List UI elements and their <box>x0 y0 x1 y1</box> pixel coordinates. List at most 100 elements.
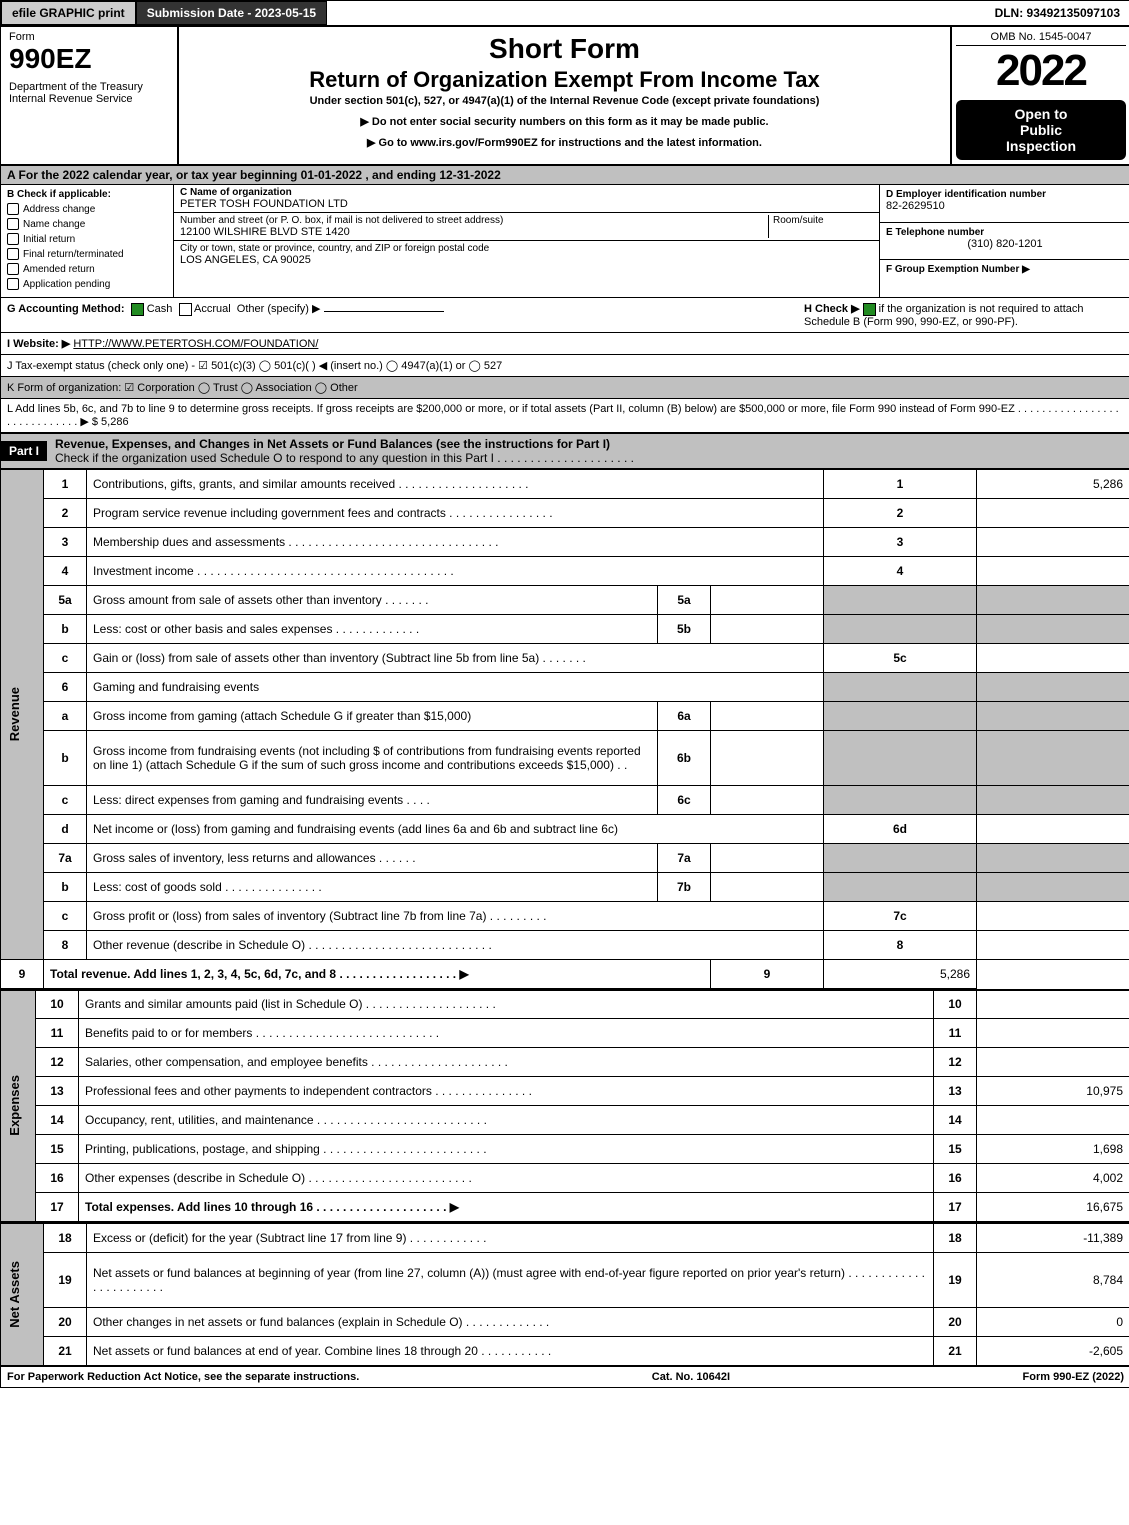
line-number: 20 <box>44 1307 87 1336</box>
footer-form-ref: Form 990-EZ (2022) <box>1023 1371 1124 1383</box>
org-name: PETER TOSH FOUNDATION LTD <box>180 198 873 210</box>
line-description: Printing, publications, postage, and shi… <box>79 1135 934 1164</box>
line-description: Grants and similar amounts paid (list in… <box>79 990 934 1019</box>
checkbox-name-change[interactable] <box>7 218 19 230</box>
line-number: b <box>44 872 87 901</box>
line-description: Total expenses. Add lines 10 through 16 … <box>79 1193 934 1222</box>
revenue-table: Revenue 1Contributions, gifts, grants, a… <box>1 469 1129 989</box>
revenue-section-label: Revenue <box>7 687 22 741</box>
sub-line-amount <box>711 872 824 901</box>
submission-date-button[interactable]: Submission Date - 2023-05-15 <box>136 1 327 25</box>
line-amount-grey <box>977 843 1129 872</box>
sub-line-box: 5b <box>658 614 711 643</box>
checkbox-initial-return[interactable] <box>7 233 19 245</box>
dln-label: DLN: 93492135097103 <box>985 2 1129 24</box>
line-box: 12 <box>934 1048 977 1077</box>
line-row: 7aGross sales of inventory, less returns… <box>1 843 1129 872</box>
checkbox-application-pending[interactable] <box>7 278 19 290</box>
line-number: c <box>44 643 87 672</box>
line-amount: -2,605 <box>977 1336 1129 1365</box>
checkbox-address-change[interactable] <box>7 203 19 215</box>
section-l-gross-receipts: L Add lines 5b, 6c, and 7b to line 9 to … <box>1 399 1129 433</box>
line-amount <box>977 1048 1129 1077</box>
line-description: Other expenses (describe in Schedule O) … <box>79 1164 934 1193</box>
line-description: Net income or (loss) from gaming and fun… <box>87 814 824 843</box>
line-box-grey <box>824 614 977 643</box>
netassets-table: Net Assets 18Excess or (deficit) for the… <box>1 1222 1129 1366</box>
checkbox-amended-return[interactable] <box>7 263 19 275</box>
city-value: LOS ANGELES, CA 90025 <box>180 254 873 266</box>
line-number: 5a <box>44 585 87 614</box>
header-center: Short Form Return of Organization Exempt… <box>179 27 950 164</box>
line-amount <box>977 814 1129 843</box>
line-box: 7c <box>824 901 977 930</box>
form-header: Form 990EZ Department of the Treasury In… <box>1 27 1129 166</box>
line-box: 11 <box>934 1019 977 1048</box>
line-box: 17 <box>934 1193 977 1222</box>
expenses-section-label: Expenses <box>7 1075 22 1136</box>
line-box: 21 <box>934 1336 977 1365</box>
section-i-website: I Website: ▶ HTTP://WWW.PETERTOSH.COM/FO… <box>1 333 1129 355</box>
line-row: 18Excess or (deficit) for the year (Subt… <box>1 1223 1129 1252</box>
line-amount: 0 <box>977 1307 1129 1336</box>
line-box: 16 <box>934 1164 977 1193</box>
line-number: 9 <box>1 959 44 988</box>
i-label: I Website: ▶ <box>7 338 70 350</box>
line-number: 16 <box>36 1164 79 1193</box>
irs-label: Internal Revenue Service <box>9 93 169 105</box>
section-c-address: C Name of organization PETER TOSH FOUNDA… <box>174 185 879 297</box>
sub-line-box: 7a <box>658 843 711 872</box>
line-row: 9Total revenue. Add lines 1, 2, 3, 4, 5c… <box>1 959 1129 988</box>
line-row: 19Net assets or fund balances at beginni… <box>1 1252 1129 1307</box>
checkbox-cash[interactable] <box>131 303 144 316</box>
line-description: Net assets or fund balances at end of ye… <box>87 1336 934 1365</box>
part-i-title: Revenue, Expenses, and Changes in Net As… <box>47 434 1129 468</box>
line-amount <box>977 643 1129 672</box>
line-number: 15 <box>36 1135 79 1164</box>
line-box: 4 <box>824 556 977 585</box>
sub-line-box: 6c <box>658 785 711 814</box>
line-number: a <box>44 701 87 730</box>
line-box: 19 <box>934 1252 977 1307</box>
line-number: 21 <box>44 1336 87 1365</box>
checkbox-accrual[interactable] <box>179 303 192 316</box>
line-amount: 16,675 <box>977 1193 1129 1222</box>
line-row: 3Membership dues and assessments . . . .… <box>1 527 1129 556</box>
line-box: 6d <box>824 814 977 843</box>
line-number: 2 <box>44 498 87 527</box>
line-number: 1 <box>44 469 87 498</box>
section-b-block: B Check if applicable: Address change Na… <box>1 185 1129 298</box>
checkbox-schedule-b[interactable] <box>863 303 876 316</box>
phone-value: (310) 820-1201 <box>886 238 1124 250</box>
line-row: 8Other revenue (describe in Schedule O) … <box>1 930 1129 959</box>
line-number: c <box>44 785 87 814</box>
line-description: Gain or (loss) from sale of assets other… <box>87 643 824 672</box>
sub-line-amount <box>711 701 824 730</box>
sub-line-amount <box>711 843 824 872</box>
line-row: 5aGross amount from sale of assets other… <box>1 585 1129 614</box>
line-description: Contributions, gifts, grants, and simila… <box>87 469 824 498</box>
line-box: 20 <box>934 1307 977 1336</box>
line-amount <box>977 930 1129 959</box>
netassets-section-label: Net Assets <box>7 1261 22 1328</box>
sub-line-amount <box>711 785 824 814</box>
checkbox-final-return[interactable] <box>7 248 19 260</box>
line-description: Professional fees and other payments to … <box>79 1077 934 1106</box>
line-box <box>824 672 977 701</box>
efile-print-button[interactable]: efile GRAPHIC print <box>1 1 136 25</box>
page-footer: For Paperwork Reduction Act Notice, see … <box>1 1366 1129 1387</box>
note-link: ▶ Go to www.irs.gov/Form990EZ for instru… <box>187 136 942 149</box>
line-row: 10Grants and similar amounts paid (list … <box>1 990 1129 1019</box>
b-label: B Check if applicable: <box>7 189 167 200</box>
row-a-calendar-year: A For the 2022 calendar year, or tax yea… <box>1 166 1129 185</box>
title-return: Return of Organization Exempt From Incom… <box>187 67 942 93</box>
line-row: bLess: cost or other basis and sales exp… <box>1 614 1129 643</box>
line-row: 14Occupancy, rent, utilities, and mainte… <box>1 1106 1129 1135</box>
line-description: Total revenue. Add lines 1, 2, 3, 4, 5c,… <box>44 959 711 988</box>
line-description: Other revenue (describe in Schedule O) .… <box>87 930 824 959</box>
section-j-tax-exempt: J Tax-exempt status (check only one) - ☑… <box>1 355 1129 377</box>
line-description: Gross income from gaming (attach Schedul… <box>87 701 658 730</box>
line-amount-grey <box>977 585 1129 614</box>
section-d-e-f: D Employer identification number 82-2629… <box>879 185 1129 297</box>
omb-number: OMB No. 1545-0047 <box>956 31 1126 46</box>
